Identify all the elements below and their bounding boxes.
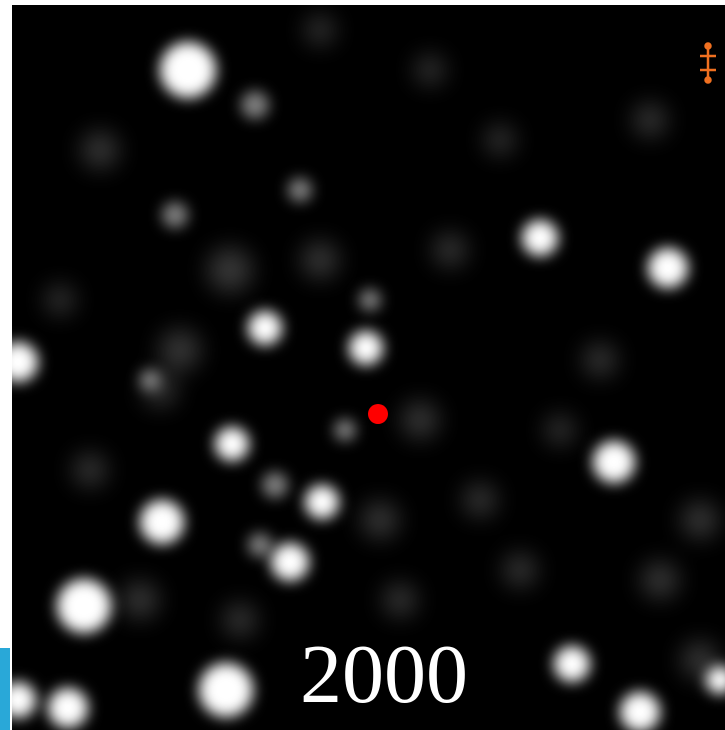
side-bar <box>0 648 10 730</box>
marker-dot <box>368 404 388 424</box>
frame-caption: 2000 <box>300 628 468 721</box>
image-field <box>12 5 725 730</box>
page: 2000 (() => { const data = JSON.parse(do… <box>0 0 725 730</box>
screenshot: 2000 <box>0 0 725 730</box>
